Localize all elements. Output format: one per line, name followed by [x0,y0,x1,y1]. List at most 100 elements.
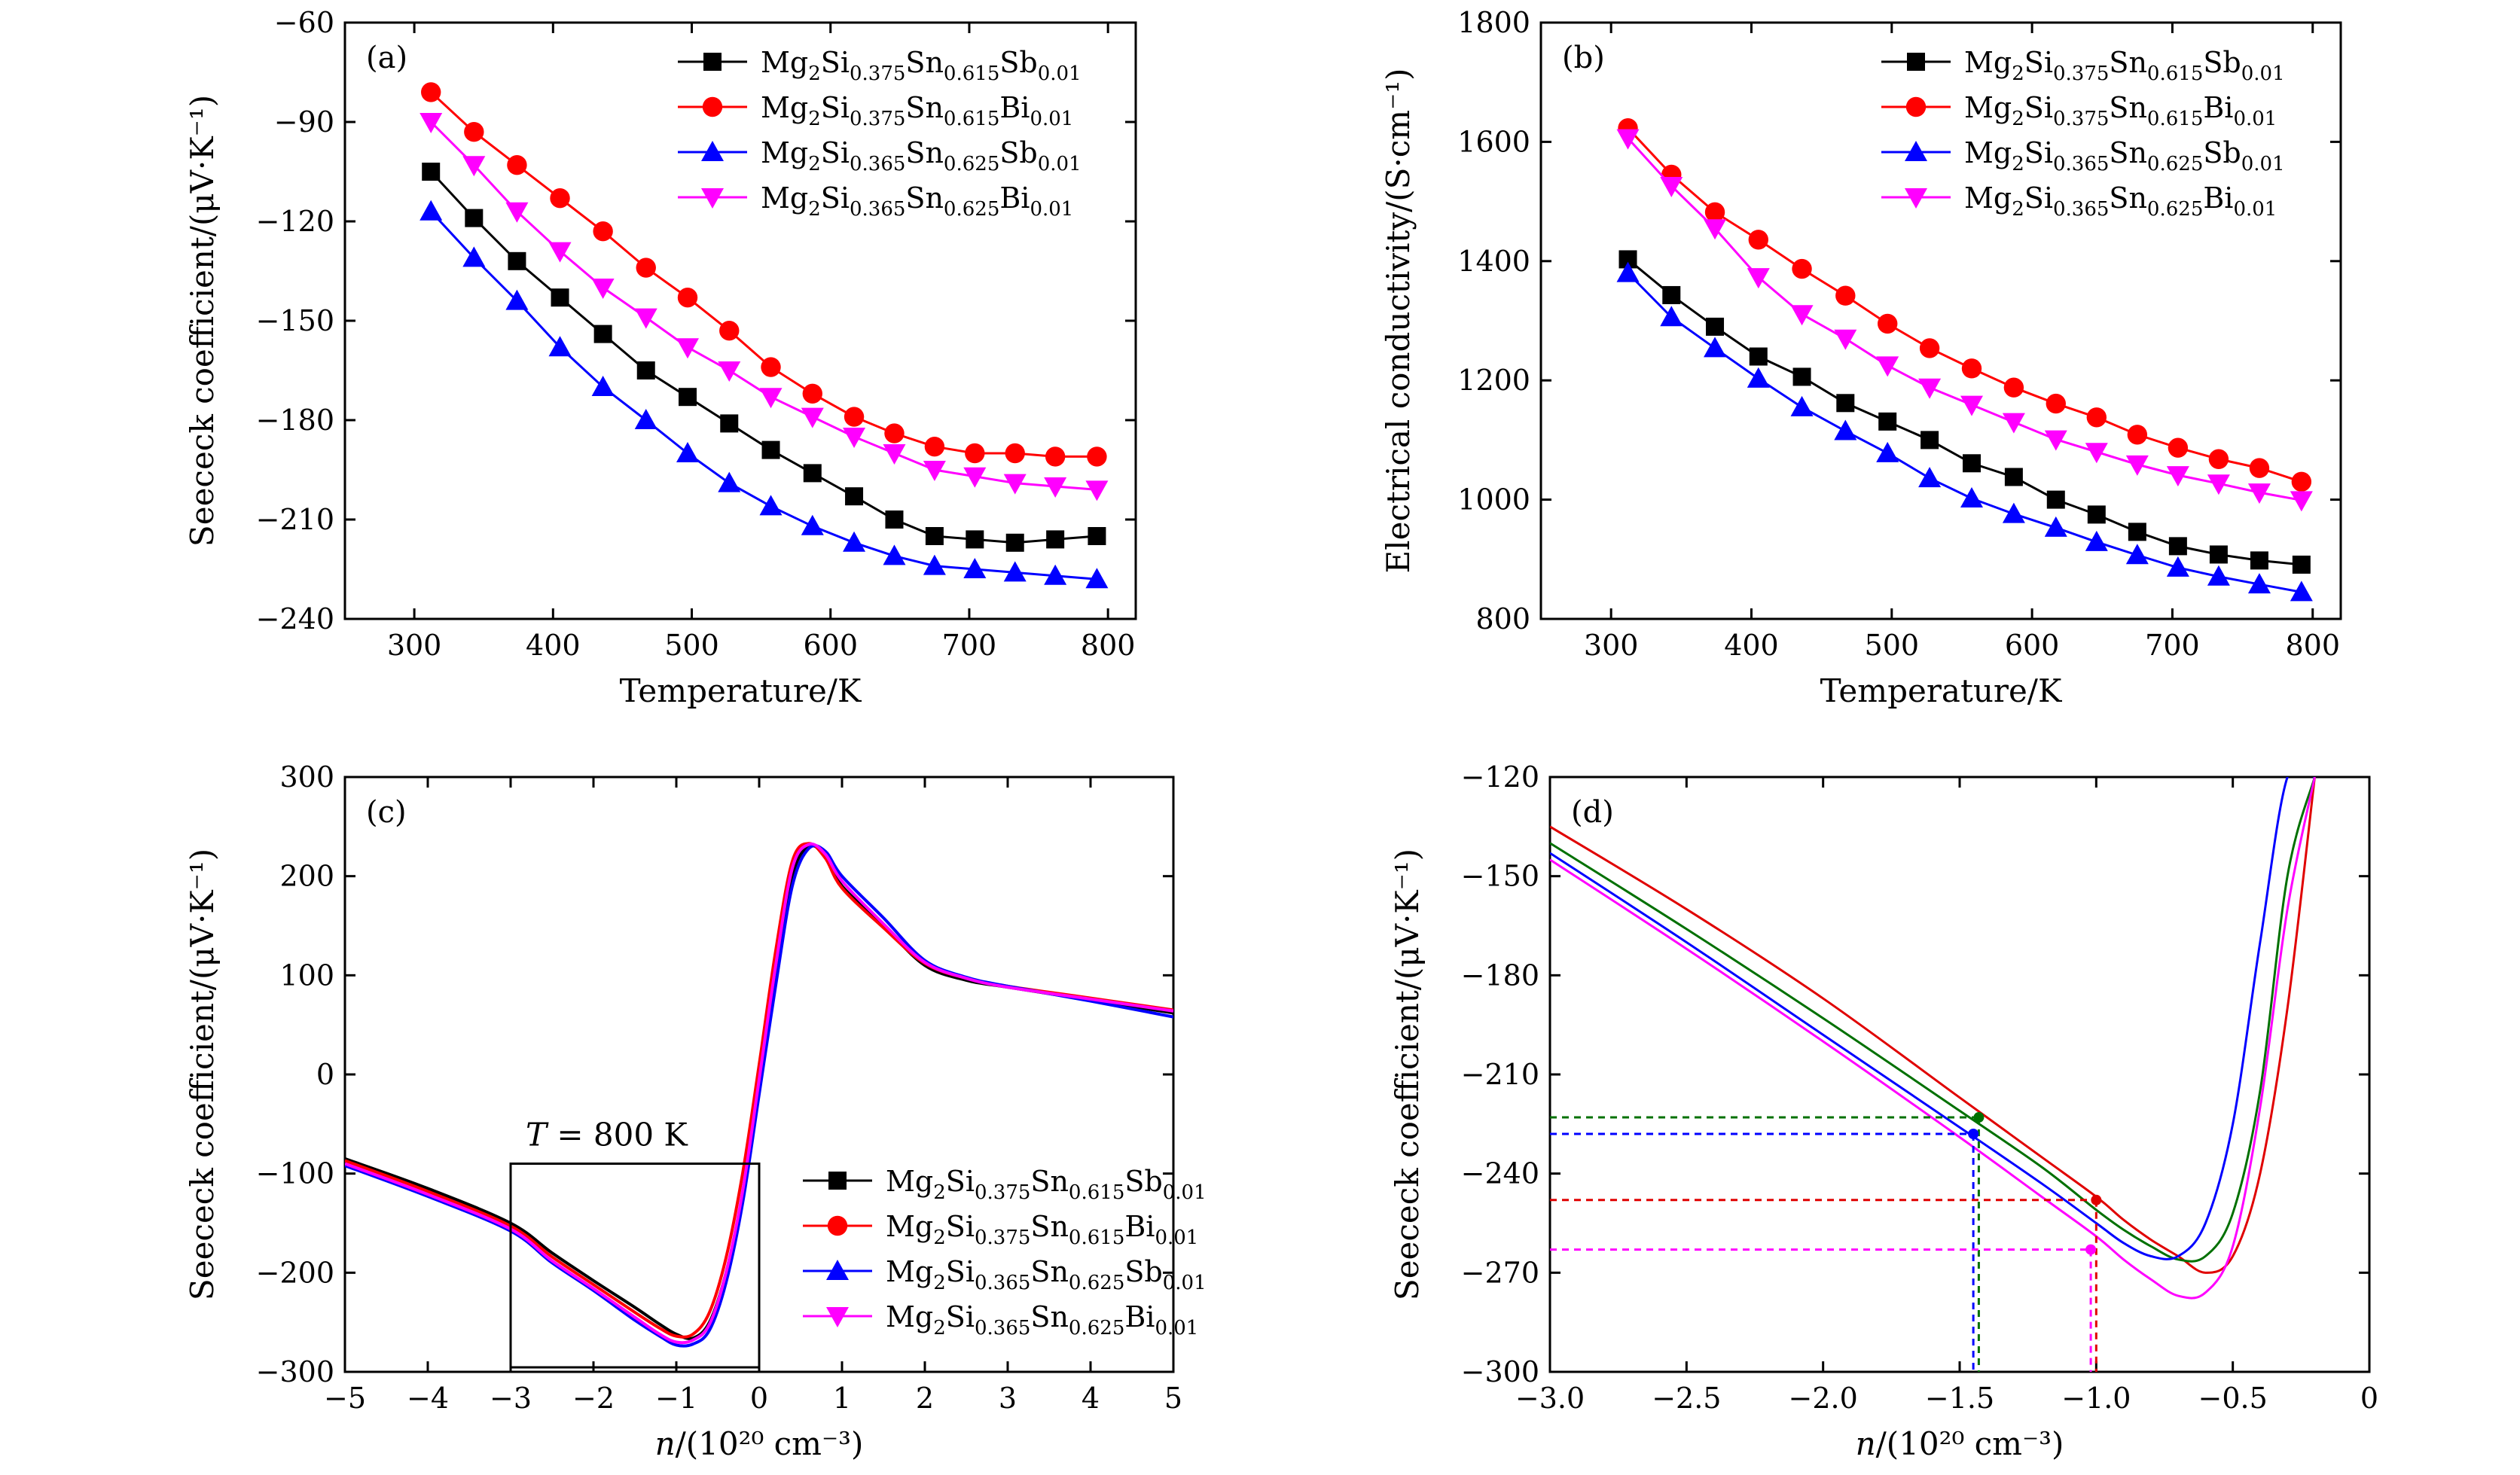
data-point [1085,568,1109,589]
data-point [2168,537,2187,556]
y-tick-label: −150 [1461,860,1539,893]
data-point [1878,313,1898,334]
series-line-4 [1550,777,2316,1300]
series-line-4 [345,842,1173,1345]
x-tick-label: 300 [1584,629,1639,662]
x-tick-label: 700 [942,629,997,662]
plot-area [345,842,1173,1348]
data-point [2168,437,2189,458]
data-point [508,251,526,270]
y-tick-label: −60 [274,6,334,39]
data-point [507,155,527,175]
data-point [548,242,572,263]
data-point [1704,202,1725,223]
data-point [801,407,824,428]
series-line-1 [1550,777,2316,1274]
data-point [1960,395,1983,416]
x-tick-label: 800 [1081,629,1136,662]
y-tick-label: −100 [256,1157,334,1190]
legend-marker [1905,96,1927,117]
data-point [2207,474,2230,495]
data-point [2247,573,2271,594]
data-point [1005,533,1024,552]
legend-marker [1905,141,1927,161]
data-point [636,361,655,379]
x-tick-label: 1 [833,1382,851,1415]
data-point [1660,177,1683,198]
legend-marker [827,1215,848,1236]
x-tick-label: −4 [407,1382,449,1415]
y-tick-label: −210 [256,503,334,536]
data-point [718,361,741,382]
legend-label: Mg2Si0.365Sn0.625Sb0.01 [1964,136,2285,175]
x-tick-label: −2 [572,1382,615,1415]
y-tick-label: −180 [256,404,334,437]
data-point [761,357,781,377]
data-point [591,279,615,299]
data-point [551,288,569,307]
data-point [593,221,613,242]
data-point [2208,449,2229,469]
data-point [1087,446,1107,467]
legend-label: Mg2Si0.375Sn0.615Bi0.01 [886,1210,1198,1249]
data-point [2290,581,2313,602]
legend-marker [1905,188,1927,209]
data-point [676,442,699,462]
series-line-1 [1627,258,2302,566]
x-tick-label: 400 [526,629,581,662]
data-point [2002,502,2025,523]
legend-label: Mg2Si0.375Sn0.615Sb0.01 [761,46,1082,85]
data-point [1616,261,1640,282]
plot-area [1616,117,2313,602]
x-axis-label: Temperature/K [620,672,862,709]
y-tick-label: −120 [1461,760,1539,794]
data-point [419,200,443,221]
data-point [676,338,699,359]
x-tick-label: −1.0 [2061,1382,2131,1415]
y-tick-label: −240 [256,602,334,635]
y-axis-label: Seececk coefficient/(μV·K⁻¹) [184,849,221,1300]
data-point [465,209,484,227]
series-line-3 [1627,272,2302,593]
data-point [2044,516,2067,537]
data-point [963,558,987,578]
series-line-2 [1550,777,2316,1263]
x-tick-label: 2 [916,1382,934,1415]
legend-marker [702,96,723,117]
x-tick-label: −1.5 [1925,1382,1994,1415]
legend-label: Mg2Si0.365Sn0.625Bi0.01 [1964,181,2277,221]
x-tick-label: −2.0 [1789,1382,1858,1415]
data-point [505,289,529,310]
data-point [2166,466,2189,487]
data-point [1961,358,1982,379]
x-tick-label: 400 [1724,629,1779,662]
series-line-3 [345,844,1173,1348]
data-point [550,188,570,209]
data-point [462,246,486,267]
data-point [2207,565,2230,586]
data-point [1876,356,1899,377]
data-point [462,156,486,177]
y-tick-label: 1000 [1457,483,1530,517]
data-point [679,388,697,407]
y-tick-label: 0 [316,1058,334,1091]
y-tick-label: −210 [1461,1058,1539,1091]
data-point [1749,347,1768,366]
y-axis-label: Electrical conductivity/(S·cm⁻¹) [1380,69,1417,574]
data-point [421,82,441,102]
data-point [1662,285,1681,304]
y-tick-label: −200 [256,1256,334,1289]
y-tick-label: −120 [256,205,334,238]
data-point [2046,393,2066,414]
y-tick-label: 1200 [1457,364,1530,397]
data-point [2044,430,2067,451]
data-point [2250,551,2268,570]
legend-marker [701,188,724,209]
data-point [1003,474,1027,495]
temperature-annotation: T = 800 K [526,1117,688,1153]
plot-frame [1548,776,2371,1373]
x-tick-label: 0 [2360,1382,2378,1415]
data-point [1706,317,1725,336]
data-point [593,325,612,343]
data-point [2125,455,2149,476]
